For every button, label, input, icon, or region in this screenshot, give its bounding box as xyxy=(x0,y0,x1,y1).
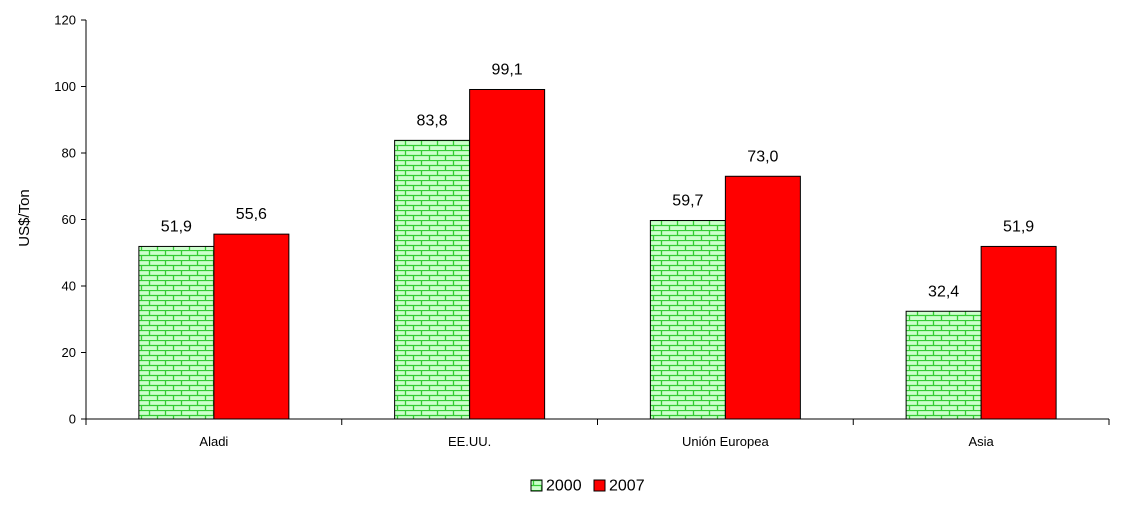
bar-2000-0 xyxy=(138,245,215,420)
x-category-label: Unión Europea xyxy=(682,434,769,449)
legend-swatch-2007 xyxy=(593,479,606,492)
data-label-2000-0: 51,9 xyxy=(161,218,192,235)
data-label-2000-3: 32,4 xyxy=(928,283,959,300)
y-tick-label: 60 xyxy=(62,212,76,227)
plot-area: 0 20 40 60 80 100 120 51,9 55,6 Aladi 83,8 99,1 EE.U… xyxy=(54,13,1110,449)
y-tick-label: 100 xyxy=(54,79,76,94)
data-label-2000-1: 83,8 xyxy=(417,112,448,129)
data-label-2000-2: 59,7 xyxy=(672,192,703,209)
y-tick-label: 80 xyxy=(62,146,76,161)
bar-2007-1 xyxy=(469,88,546,420)
bar-2007-0 xyxy=(213,233,290,420)
legend: 2000 2007 xyxy=(530,478,645,495)
data-label-2007-1: 99,1 xyxy=(492,61,523,78)
legend-label-2007: 2007 xyxy=(609,478,645,495)
bar-2000-3 xyxy=(905,310,982,420)
bar-2000-2 xyxy=(649,219,726,420)
y-axis-title: US$/Ton xyxy=(16,189,33,247)
x-category-label: Aladi xyxy=(199,434,228,449)
data-label-2007-3: 51,9 xyxy=(1003,218,1034,235)
y-tick-label: 0 xyxy=(69,412,76,427)
y-tick-label: 120 xyxy=(54,13,76,28)
y-tick-label: 20 xyxy=(62,345,76,360)
data-label-2007-2: 73,0 xyxy=(747,148,778,165)
x-category-label: Asia xyxy=(968,434,994,449)
y-tick-label: 40 xyxy=(62,279,76,294)
legend-label-2000: 2000 xyxy=(546,478,582,495)
x-category-label: EE.UU. xyxy=(448,434,491,449)
bar-2007-2 xyxy=(724,175,801,420)
data-label-2007-0: 55,6 xyxy=(236,206,267,223)
bar-2007-3 xyxy=(980,245,1057,420)
bar-2000-1 xyxy=(394,139,471,420)
legend-swatch-2000 xyxy=(530,479,543,492)
